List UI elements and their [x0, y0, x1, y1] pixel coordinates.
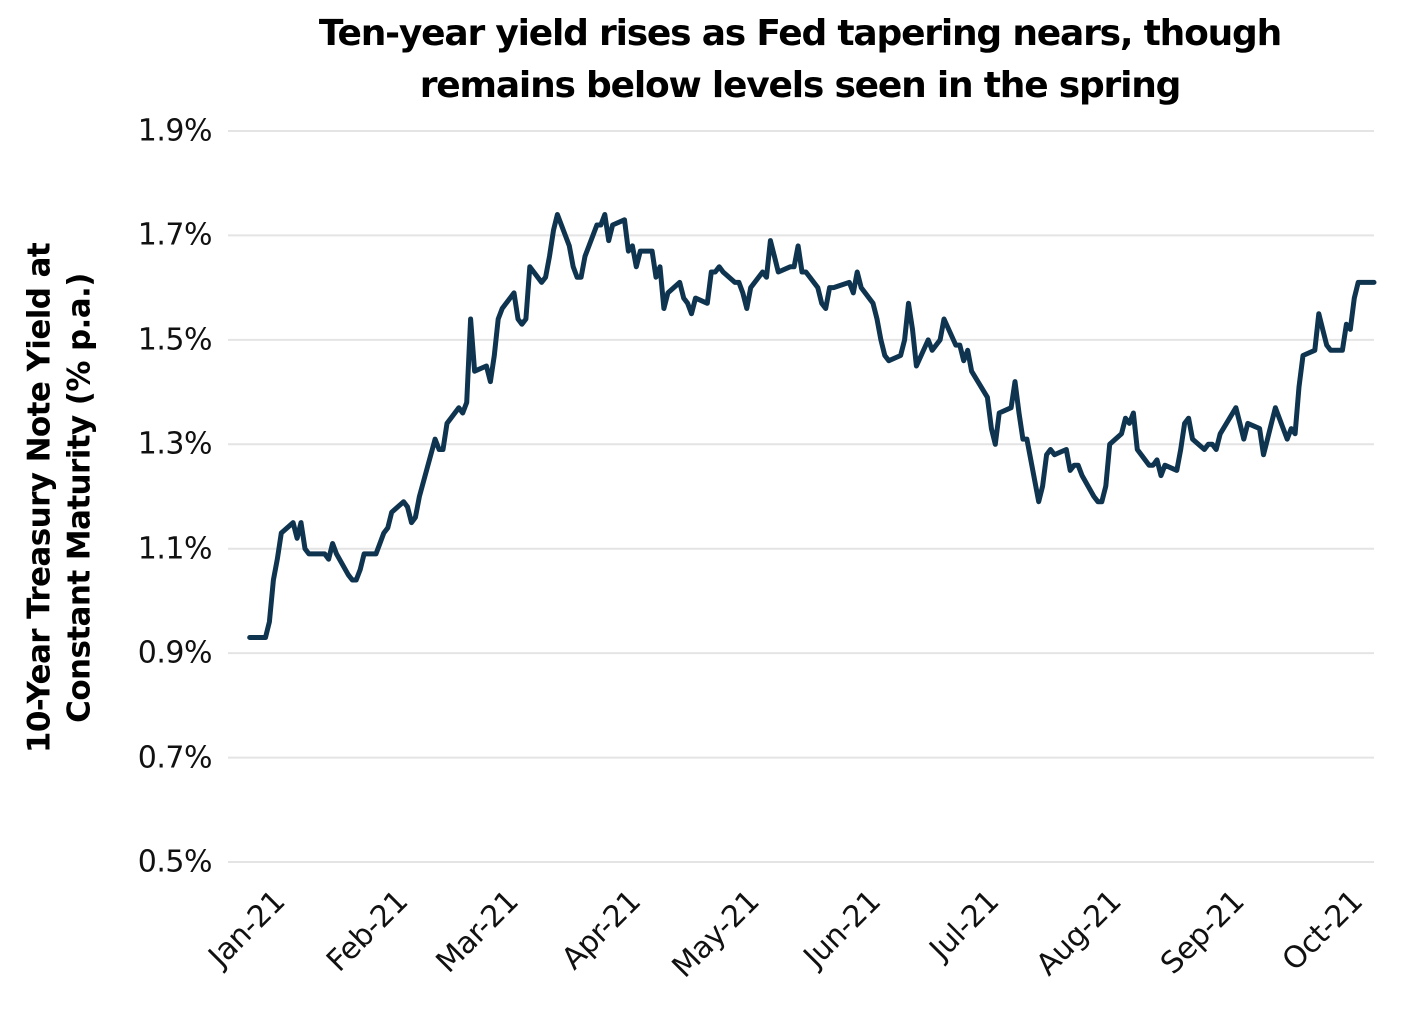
y-tick-label: 1.7% — [137, 217, 213, 253]
y-tick-label: 0.9% — [137, 635, 213, 671]
chart-title-line2: remains below levels seen in the spring — [419, 65, 1182, 107]
chart-title: Ten-year yield rises as Fed tapering nea… — [180, 8, 1420, 112]
y-tick-label: 1.5% — [137, 322, 213, 358]
chart-title-line1: Ten-year yield rises as Fed tapering nea… — [318, 13, 1282, 54]
y-tick-label: 1.3% — [137, 426, 213, 462]
yield-line — [247, 212, 1377, 640]
y-tick-label: 0.7% — [137, 740, 213, 776]
y-tick-label: 0.5% — [137, 844, 213, 880]
y-tick-label: 1.1% — [137, 531, 213, 567]
y-tick-label: 1.9% — [137, 113, 213, 149]
